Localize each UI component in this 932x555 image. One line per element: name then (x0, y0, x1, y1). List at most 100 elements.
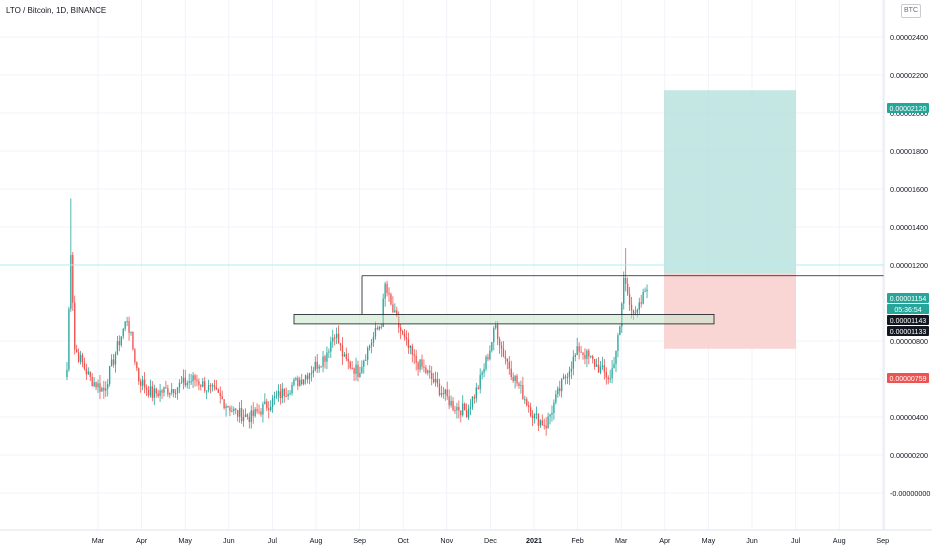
currency-badge[interactable]: BTC (901, 4, 921, 18)
target-zone[interactable] (664, 90, 796, 274)
time-tick-label: Aug (310, 536, 323, 545)
candle-body (108, 366, 111, 385)
candle-body (308, 373, 311, 380)
candle-body (415, 355, 417, 363)
price-axis[interactable]: 0.00002400 0.00002200 0.00002000 0.00001800… (890, 33, 930, 498)
candle-body (231, 410, 233, 412)
candle-body (246, 414, 249, 417)
candle-body (607, 377, 609, 380)
candle-body (70, 254, 72, 309)
position-zones[interactable] (664, 90, 796, 349)
candle-body (237, 410, 239, 417)
candle-body (205, 390, 208, 392)
candle-body (409, 345, 412, 349)
candle-body (366, 347, 369, 360)
candle-body (450, 400, 452, 406)
price-tag-secondary-bg (887, 315, 929, 325)
candle-body (403, 333, 406, 338)
candle-body (539, 420, 542, 426)
candle-body (328, 351, 330, 353)
candle-body (630, 304, 633, 311)
candle-body (254, 409, 256, 417)
candle-body (524, 399, 526, 401)
candle-body (597, 364, 600, 373)
candle-body (320, 366, 322, 368)
candle-body (143, 379, 146, 388)
time-tick-label: May (178, 536, 192, 545)
candle-body (642, 291, 644, 304)
candle-body (365, 359, 367, 361)
price-tick-label: 0.00002200 (890, 71, 928, 80)
candle-body (335, 333, 338, 339)
candle-body (361, 366, 363, 373)
candle-body (562, 376, 565, 380)
candle-body (463, 403, 466, 411)
candle-body (638, 302, 640, 310)
candle-body (473, 396, 476, 399)
price-tag-tertiary: 0.00001133 (890, 329, 927, 336)
candle-body (390, 294, 392, 305)
candle-body (496, 324, 499, 339)
candle-body (376, 327, 379, 330)
candle-body (566, 376, 569, 378)
candle-body (188, 381, 190, 383)
time-tick-label: Jun (746, 536, 758, 545)
candle-body (217, 389, 219, 393)
candle-body (529, 407, 532, 416)
candle-body (302, 379, 305, 385)
candle-body (429, 370, 431, 373)
candle-body (200, 384, 202, 387)
candle-body (442, 393, 445, 395)
candle-body (289, 393, 291, 395)
candle-body (312, 370, 315, 374)
candle-body (619, 326, 621, 336)
candle-body (467, 408, 470, 418)
candle-body (322, 356, 324, 367)
time-tick-label: Jul (791, 536, 801, 545)
candle-body (417, 362, 419, 370)
candle-body (512, 377, 514, 382)
current-price-tag-bg (887, 293, 929, 303)
candle-body (140, 381, 142, 386)
candle-body (316, 361, 318, 369)
time-tick-label: Sep (876, 536, 889, 545)
candle-body (601, 365, 604, 367)
candle-body (182, 377, 185, 383)
candle-body (584, 354, 586, 359)
candle-body (136, 362, 138, 369)
candle-body (510, 368, 512, 378)
candle-body (394, 310, 396, 313)
candle-body (279, 391, 282, 399)
candle-body (122, 328, 124, 337)
candle-body (324, 356, 326, 362)
candle-body (330, 341, 332, 352)
candle-body (202, 381, 204, 387)
candle-body (578, 346, 580, 352)
time-axis[interactable]: Mar Apr May Jun Jul Aug Sep Oct Nov Dec 2021 Feb Mar… (92, 536, 889, 545)
candle-body (163, 387, 165, 393)
candle-body (161, 390, 163, 393)
candle-body (485, 356, 487, 369)
time-tick-label: Mar (615, 536, 628, 545)
candle-body (304, 375, 307, 380)
candle-body (66, 369, 68, 378)
candle-body (157, 393, 159, 397)
stop-zone[interactable] (664, 273, 796, 349)
candle-body (388, 292, 390, 295)
candle-body (628, 293, 631, 305)
candle-body (504, 356, 507, 359)
time-tick-label: Sep (353, 536, 366, 545)
candle-body (184, 377, 186, 386)
candle-body (262, 404, 264, 415)
candle-body (553, 402, 555, 413)
candle-body (646, 289, 648, 292)
candle-body (440, 393, 443, 395)
candle-body (134, 349, 136, 363)
time-tick-label: Dec (484, 536, 497, 545)
candle-body (271, 397, 274, 407)
support-zone-rect[interactable] (293, 313, 715, 325)
drawing-overlays[interactable] (0, 264, 884, 325)
candle-body (74, 302, 76, 350)
